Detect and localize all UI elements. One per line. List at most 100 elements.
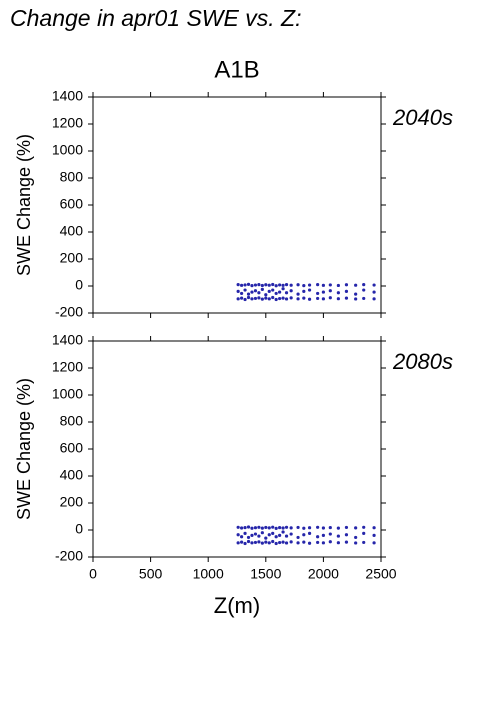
point	[278, 533, 282, 538]
point	[336, 291, 340, 295]
point	[316, 525, 320, 529]
point	[274, 284, 278, 288]
point	[267, 283, 271, 287]
point	[246, 535, 251, 540]
point	[264, 296, 268, 300]
point	[321, 283, 325, 287]
point	[344, 289, 349, 293]
point	[264, 540, 268, 544]
y-axis-label: SWE Change (%)	[14, 378, 34, 520]
point	[271, 539, 275, 544]
point	[296, 525, 300, 530]
point	[354, 526, 358, 530]
point	[240, 526, 244, 530]
point	[257, 296, 261, 300]
point	[321, 290, 325, 294]
point	[274, 541, 278, 546]
point	[243, 283, 247, 287]
point	[344, 283, 349, 287]
y-tick-label: 1000	[52, 142, 83, 158]
point	[240, 540, 244, 544]
point	[253, 540, 258, 545]
point	[321, 297, 325, 301]
y-tick-label: 600	[60, 440, 84, 456]
point	[281, 530, 285, 534]
y-tick-label: 1400	[52, 332, 83, 348]
point	[284, 534, 289, 538]
point	[289, 289, 293, 293]
point	[281, 283, 285, 287]
point	[336, 526, 340, 530]
point	[296, 292, 300, 296]
point	[307, 297, 312, 301]
point	[253, 532, 258, 536]
point	[328, 532, 332, 536]
x-tick-label: 500	[139, 566, 163, 582]
point	[278, 290, 282, 294]
point	[250, 526, 254, 530]
point	[243, 288, 247, 292]
point	[253, 283, 258, 287]
point	[302, 533, 306, 537]
point	[289, 296, 293, 300]
point	[372, 541, 376, 545]
point	[316, 291, 320, 296]
point	[236, 283, 240, 287]
point	[246, 282, 251, 286]
x-tick-label: 1500	[250, 566, 281, 582]
point	[236, 525, 240, 529]
point	[328, 525, 332, 530]
point	[236, 289, 240, 293]
point	[240, 283, 244, 287]
point	[250, 297, 254, 301]
point	[257, 283, 261, 287]
point	[372, 297, 376, 301]
figure-title: Change in apr01 SWE vs. Z:	[10, 5, 301, 31]
point	[250, 283, 254, 288]
point	[281, 287, 285, 291]
point	[316, 540, 320, 545]
point	[278, 296, 282, 301]
point	[260, 526, 264, 530]
point	[243, 531, 247, 535]
point	[302, 296, 306, 300]
point	[264, 283, 268, 287]
point	[302, 283, 306, 288]
x-tick-label: 1000	[193, 566, 224, 582]
point	[284, 291, 289, 295]
point	[354, 535, 358, 540]
point	[250, 541, 254, 545]
point	[284, 541, 289, 545]
y-tick-label: 800	[60, 169, 84, 185]
panel-title: A1B	[214, 56, 259, 83]
point	[257, 291, 261, 295]
point	[362, 525, 366, 529]
point	[271, 282, 275, 287]
point	[289, 532, 293, 536]
point	[372, 283, 376, 287]
point	[302, 526, 306, 530]
point	[328, 283, 332, 287]
y-axis-label: SWE Change (%)	[14, 134, 34, 276]
panel-annotation: 2080s	[392, 349, 453, 374]
point	[316, 535, 320, 539]
point	[307, 526, 312, 530]
point	[296, 541, 300, 545]
point	[354, 541, 358, 545]
point	[271, 295, 275, 300]
point	[264, 525, 268, 530]
point	[267, 533, 271, 537]
point	[267, 541, 271, 545]
point	[260, 531, 264, 535]
y-tick-label: 800	[60, 413, 84, 429]
point	[267, 526, 271, 530]
point	[260, 287, 264, 291]
point	[240, 291, 244, 296]
point	[354, 283, 358, 287]
point	[260, 283, 264, 288]
point	[362, 296, 366, 301]
point	[260, 541, 264, 545]
y-tick-label: 200	[60, 494, 84, 510]
point	[240, 296, 244, 300]
